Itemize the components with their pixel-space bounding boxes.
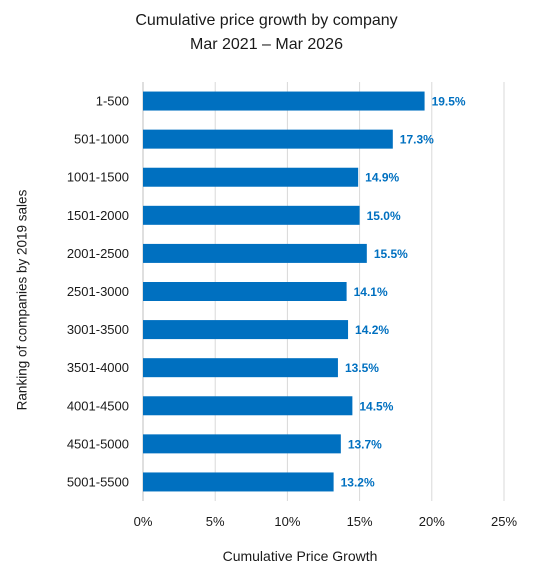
bar bbox=[143, 243, 367, 263]
x-tick-label: 0% bbox=[134, 514, 153, 529]
data-label: 13.2% bbox=[341, 475, 375, 489]
data-label: 17.3% bbox=[400, 133, 434, 147]
bar bbox=[143, 205, 360, 225]
data-label: 14.9% bbox=[365, 171, 399, 185]
y-tick-label: 3001-3500 bbox=[67, 322, 129, 337]
bar bbox=[143, 167, 359, 187]
data-label: 14.5% bbox=[359, 399, 393, 413]
data-label: 19.5% bbox=[432, 95, 466, 109]
x-axis-label: Cumulative Price Growth bbox=[222, 548, 378, 564]
bar bbox=[143, 434, 341, 454]
y-tick-label: 1-500 bbox=[96, 94, 129, 109]
data-label: 13.5% bbox=[345, 361, 379, 375]
x-tick-label: 5% bbox=[206, 514, 225, 529]
data-label: 15.0% bbox=[367, 209, 401, 223]
y-axis-label: Ranking of companies by 2019 sales bbox=[14, 189, 30, 411]
y-tick-label: 2001-2500 bbox=[67, 246, 129, 261]
bar bbox=[143, 91, 425, 111]
data-label: 14.2% bbox=[355, 323, 389, 337]
data-label: 14.1% bbox=[354, 285, 388, 299]
chart-title: Cumulative price growth by company bbox=[135, 12, 398, 29]
y-tick-label: 4001-4500 bbox=[67, 398, 129, 413]
x-tick-label: 20% bbox=[419, 514, 445, 529]
bar bbox=[143, 320, 349, 340]
y-tick-label: 3501-4000 bbox=[67, 360, 129, 375]
bar bbox=[143, 396, 353, 416]
x-tick-label: 25% bbox=[491, 514, 517, 529]
bar bbox=[143, 472, 334, 492]
bar bbox=[143, 129, 393, 149]
data-label: 13.7% bbox=[348, 437, 382, 451]
bar bbox=[143, 358, 338, 378]
y-tick-label: 2501-3000 bbox=[67, 284, 129, 299]
x-tick-label: 15% bbox=[347, 514, 373, 529]
y-tick-label: 5001-5500 bbox=[67, 474, 129, 489]
bar bbox=[143, 282, 347, 301]
x-tick-label: 10% bbox=[274, 514, 300, 529]
y-tick-label: 501-1000 bbox=[74, 132, 129, 147]
data-label: 15.5% bbox=[374, 247, 408, 261]
y-tick-label: 1501-2000 bbox=[67, 208, 129, 223]
chart-subtitle: Mar 2021 – Mar 2026 bbox=[190, 36, 343, 53]
y-tick-label: 4501-5000 bbox=[67, 436, 129, 451]
y-tick-label: 1001-1500 bbox=[67, 170, 129, 185]
